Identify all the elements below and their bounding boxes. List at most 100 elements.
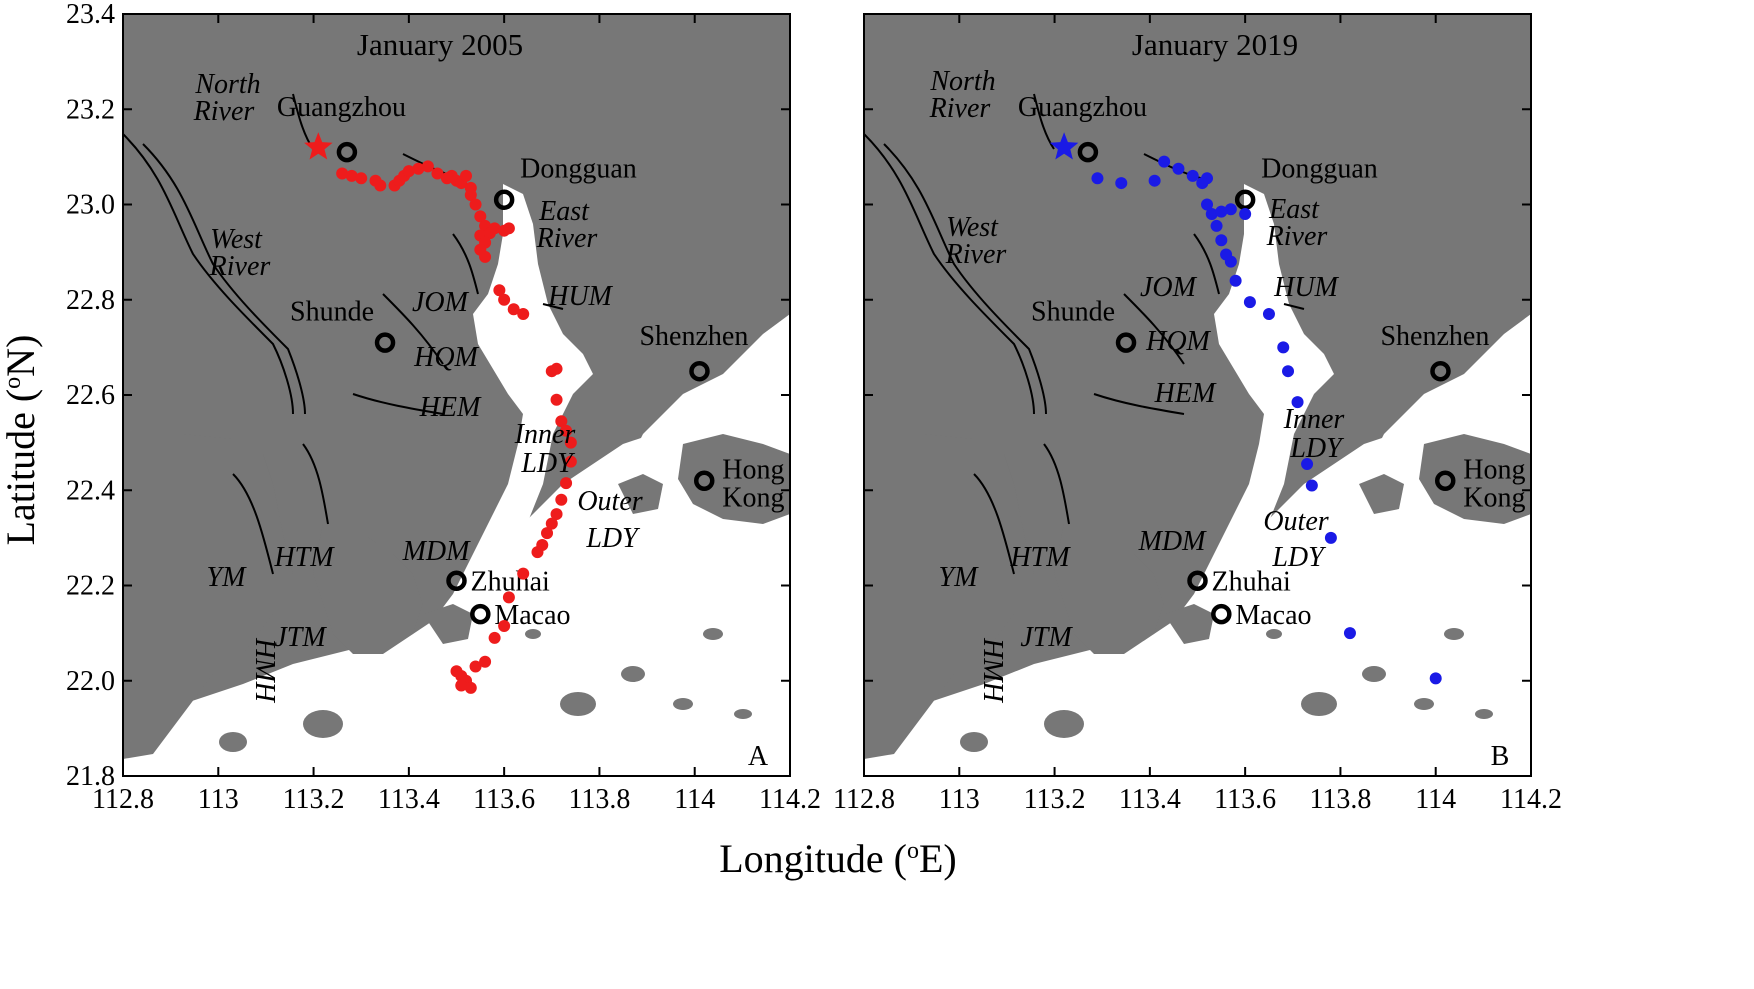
sampling-point [1282,365,1295,378]
svg-text:HMH: HMH [249,637,280,704]
sampling-point [555,415,568,428]
y-axis-title: Latitude (oN) [0,335,43,546]
svg-text:West: West [946,212,999,243]
city-label: Hong Kong [722,455,784,514]
sampling-point [1229,274,1242,287]
x-tick-label: 113.2 [283,784,345,815]
svg-text:Inner: Inner [514,419,576,450]
sampling-point [1172,162,1185,175]
city-label: Guangzhou [277,92,406,123]
city-marker [1211,603,1232,625]
y-tick-label: 22.8 [66,285,115,316]
start-star-marker [1049,132,1079,160]
sampling-point [560,424,573,437]
city-marker [470,603,491,625]
x-tick-label: 113.8 [1309,784,1371,815]
sampling-point [412,162,425,175]
city-marker [1434,470,1456,491]
sampling-point [464,681,477,694]
sampling-point [493,284,506,297]
city-marker [446,570,467,591]
city-marker [1234,189,1256,210]
sampling-point [1215,234,1228,247]
svg-text:West: West [210,224,263,255]
y-tick-label: 22.0 [66,666,115,697]
x-axis-title: Longitude (oE) [719,836,957,881]
city-marker [1077,141,1099,163]
x-tick-label: 113.2 [1024,784,1086,815]
sampling-point [1224,255,1237,268]
svg-text:HUM: HUM [547,281,613,312]
svg-text:HQM: HQM [1145,326,1211,357]
city-marker [493,189,515,210]
x-tick-label: 113.6 [1214,784,1276,815]
svg-text:LDY: LDY [1271,542,1327,573]
sampling-point [507,303,520,316]
sampling-point [474,210,487,223]
sampling-point [355,172,368,185]
sampling-point [460,169,473,182]
sampling-point [550,362,563,375]
city-marker [336,141,358,163]
sampling-point [564,436,577,449]
svg-text:HEM: HEM [419,392,482,423]
sampling-point [374,179,387,192]
sampling-point [464,188,477,201]
sampling-point [1301,458,1314,471]
sampling-point [531,546,544,559]
svg-text:Inner: Inner [1283,404,1345,435]
sampling-point [498,619,511,632]
panel-a-title: January 2005 [357,27,523,62]
sampling-point [1091,172,1104,185]
x-tick-label: 112.8 [92,784,154,815]
svg-text:East: East [1268,194,1320,225]
svg-text:YM: YM [207,562,248,593]
svg-text:MDM: MDM [402,536,472,567]
y-tick-label: 22.6 [66,380,115,411]
sampling-point [488,222,501,235]
city-label: Macao [1235,600,1311,631]
sampling-point [541,527,554,540]
svg-text:HMH: HMH [977,637,1008,704]
svg-text:East: East [538,196,590,227]
city-marker [1187,570,1208,591]
city-marker [689,360,710,382]
svg-text:HUM: HUM [1273,272,1339,303]
x-tick-label: 113 [198,784,239,815]
sampling-point [488,631,501,644]
sampling-point [1201,198,1214,211]
panel-a-letter: A [748,741,769,772]
panel-b-letter: B [1491,741,1510,772]
svg-text:River: River [209,251,271,282]
city-marker [693,470,715,491]
sampling-point [1186,169,1199,182]
city-label: Shenzhen [639,321,748,352]
sampling-point [1196,177,1209,190]
sampling-point [550,393,563,406]
x-tick-label: 113.4 [1119,784,1181,815]
sampling-point [455,679,468,692]
svg-text:Outer: Outer [577,486,642,517]
svg-text:LDY: LDY [1289,433,1345,464]
sampling-point [479,250,492,263]
panel-b-water-labels: North River West River East River JOM HU… [929,66,1345,704]
y-tick-label: 21.8 [66,761,115,792]
svg-text:North: North [194,69,260,100]
city-label: Shunde [290,297,374,328]
sampling-point [555,493,568,506]
svg-text:North: North [929,66,995,97]
sampling-point [1262,308,1275,321]
panel-b: Guangzhou Dongguan Shunde Shenzhen Hong Kong Z… [863,13,1532,777]
sampling-point [560,477,573,490]
sampling-point [550,508,563,521]
city-marker [1115,332,1137,353]
svg-text:JTM: JTM [1020,622,1073,653]
panel-b-title: January 2019 [1132,27,1298,62]
sampling-point [1239,208,1252,221]
y-tick-label: 23.0 [66,190,115,221]
axes: 112.8 113 113.2 113.4 113.6 113.8 114 114.2 21.8… [66,0,1562,815]
sampling-point [502,591,515,604]
svg-text:LDY: LDY [585,523,641,554]
